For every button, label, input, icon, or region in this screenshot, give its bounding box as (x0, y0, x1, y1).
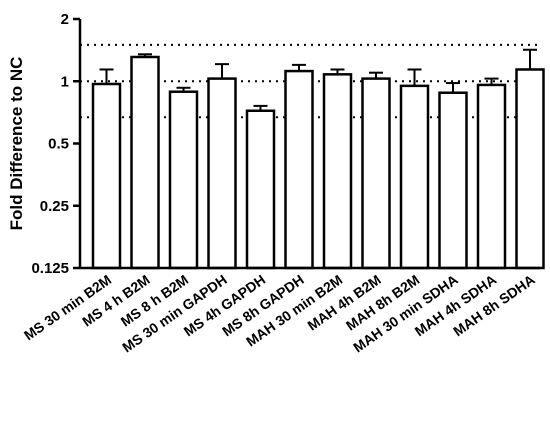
bar (476, 83, 507, 270)
y-axis-title: Fold Difference to NC (7, 57, 26, 231)
bar (245, 109, 276, 270)
bar (207, 77, 237, 270)
y-tick-label: 0.5 (48, 136, 69, 153)
y-axis-ticks: 0.125 0.25 0.5 1 2 (31, 11, 80, 277)
bar (284, 69, 314, 270)
bar (322, 73, 353, 270)
bar (168, 90, 199, 270)
bars-group (91, 48, 545, 270)
bar (399, 84, 430, 270)
bar (361, 77, 391, 270)
bar (130, 55, 160, 270)
bar (515, 68, 545, 270)
y-tick-label: 1 (61, 73, 69, 90)
bar (91, 82, 122, 270)
y-tick-label: 2 (61, 11, 69, 28)
y-tick-label: 0.25 (40, 198, 69, 215)
y-tick-label: 0.125 (31, 260, 69, 277)
bar (438, 91, 468, 270)
